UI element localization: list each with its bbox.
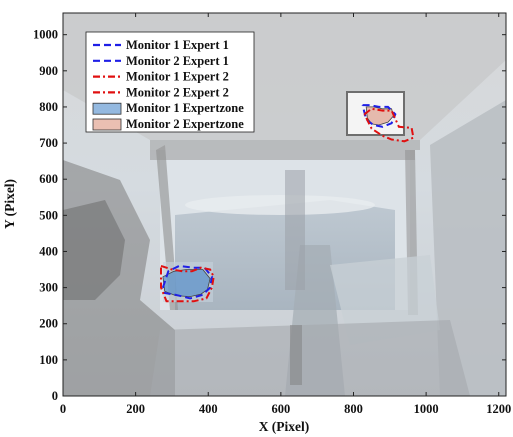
x-tick-label: 1000 — [414, 402, 439, 416]
legend-label-monitor-1-expert-2: Monitor 1 Expert 2 — [126, 70, 229, 84]
y-tick-label: 900 — [39, 64, 58, 78]
y-tick-label: 800 — [39, 100, 58, 114]
y-tick-label: 200 — [39, 317, 58, 331]
legend: Monitor 1 Expert 1 Monitor 2 Expert 1 Moni… — [85, 31, 255, 133]
x-tick-label: 0 — [60, 402, 66, 416]
series-monitor-1-expertzone — [162, 269, 211, 298]
series-monitor-1-expert-1 — [161, 264, 213, 300]
legend-label-monitor-2-expertzone: Monitor 2 Expertzone — [126, 117, 244, 131]
y-tick-label: 1000 — [33, 28, 58, 42]
y-tick-label: 500 — [39, 208, 58, 222]
y-tick-label: 700 — [39, 136, 58, 150]
legend-label-monitor-2-expert-2: Monitor 2 Expert 2 — [126, 85, 229, 99]
x-tick-label: 1200 — [486, 402, 511, 416]
y-tick-label: 600 — [39, 172, 58, 186]
legend-swatch-monitor-1-expertzone — [92, 102, 122, 115]
y-tick-label: 400 — [39, 244, 58, 258]
series-monitor-1-expert-2 — [160, 264, 215, 303]
series-monitor-2-expert-1 — [361, 104, 397, 128]
legend-swatch-monitor-2-expertzone — [92, 118, 122, 131]
plot-frame — [62, 12, 507, 397]
legend-label-monitor-1-expert-1: Monitor 1 Expert 1 — [126, 38, 229, 52]
legend-label-monitor-1-expertzone: Monitor 1 Expertzone — [126, 101, 244, 115]
x-tick-label: 600 — [271, 402, 290, 416]
series-monitor-2-expert-2 — [363, 107, 415, 143]
y-tick-label: 100 — [39, 353, 58, 367]
y-tick-label: 300 — [39, 281, 58, 295]
y-axis-label: Y (Pixel) — [2, 179, 17, 229]
legend-box — [85, 31, 255, 133]
legend-label-monitor-2-expert-1: Monitor 2 Expert 1 — [126, 54, 229, 68]
y-tick-label: 0 — [52, 389, 58, 403]
x-tick-label: 800 — [344, 402, 363, 416]
x-axis-label: X (Pixel) — [259, 419, 310, 434]
background-photo — [63, 13, 506, 396]
x-tick-label: 200 — [126, 402, 145, 416]
x-tick-label: 400 — [199, 402, 218, 416]
